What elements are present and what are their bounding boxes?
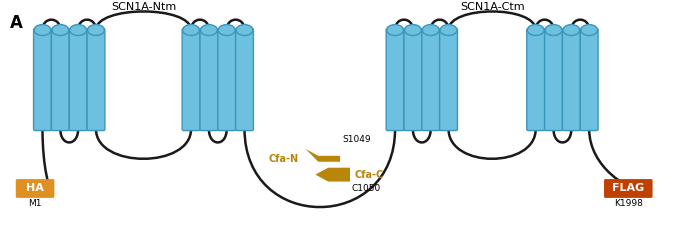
Ellipse shape xyxy=(545,25,562,35)
Text: C1050: C1050 xyxy=(352,184,382,193)
Ellipse shape xyxy=(405,25,421,35)
Ellipse shape xyxy=(52,25,69,35)
Text: SCN1A-Ntm: SCN1A-Ntm xyxy=(111,2,176,12)
Ellipse shape xyxy=(236,25,253,35)
Text: HA: HA xyxy=(26,184,44,194)
FancyBboxPatch shape xyxy=(604,179,652,198)
FancyBboxPatch shape xyxy=(15,179,55,198)
Text: S1049: S1049 xyxy=(342,135,371,144)
FancyBboxPatch shape xyxy=(580,28,598,130)
FancyBboxPatch shape xyxy=(69,28,87,130)
Ellipse shape xyxy=(527,25,544,35)
FancyBboxPatch shape xyxy=(404,28,422,130)
Ellipse shape xyxy=(386,25,403,35)
Ellipse shape xyxy=(200,25,217,35)
Text: Cfa-N: Cfa-N xyxy=(268,154,298,164)
Polygon shape xyxy=(305,149,340,162)
Ellipse shape xyxy=(34,25,51,35)
FancyBboxPatch shape xyxy=(527,28,545,130)
Ellipse shape xyxy=(581,25,598,35)
Text: K1998: K1998 xyxy=(614,199,643,208)
FancyBboxPatch shape xyxy=(87,28,105,130)
FancyBboxPatch shape xyxy=(51,28,69,130)
Ellipse shape xyxy=(183,25,200,35)
Ellipse shape xyxy=(422,25,439,35)
Text: A: A xyxy=(10,14,23,32)
Ellipse shape xyxy=(440,25,457,35)
Ellipse shape xyxy=(218,25,235,35)
Text: SCN1A-Ctm: SCN1A-Ctm xyxy=(460,2,524,12)
FancyBboxPatch shape xyxy=(218,28,236,130)
FancyBboxPatch shape xyxy=(440,28,458,130)
Ellipse shape xyxy=(563,25,580,35)
Ellipse shape xyxy=(88,25,104,35)
Text: M1: M1 xyxy=(28,199,42,208)
Text: FLAG: FLAG xyxy=(612,184,645,194)
FancyBboxPatch shape xyxy=(34,28,51,130)
FancyBboxPatch shape xyxy=(562,28,580,130)
FancyBboxPatch shape xyxy=(200,28,218,130)
Ellipse shape xyxy=(70,25,87,35)
Text: Cfa-C: Cfa-C xyxy=(355,170,384,180)
FancyBboxPatch shape xyxy=(236,28,253,130)
FancyBboxPatch shape xyxy=(182,28,200,130)
FancyBboxPatch shape xyxy=(545,28,562,130)
FancyBboxPatch shape xyxy=(386,28,404,130)
Polygon shape xyxy=(315,168,350,182)
FancyBboxPatch shape xyxy=(422,28,440,130)
